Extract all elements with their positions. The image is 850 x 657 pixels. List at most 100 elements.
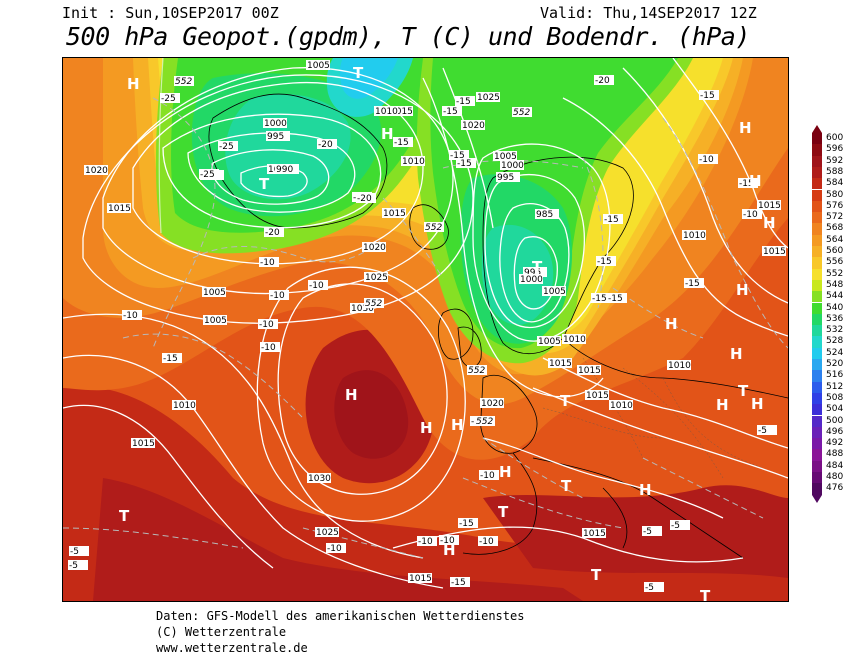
- legend-swatch: [812, 483, 822, 495]
- legend-entry: 492: [812, 438, 850, 450]
- svg-text:-10: -10: [309, 281, 324, 291]
- svg-text:-10: -10: [699, 155, 714, 165]
- svg-text:1025: 1025: [477, 93, 500, 103]
- isobar-label: 1010: [667, 360, 691, 371]
- svg-text:-15: -15: [685, 279, 700, 289]
- geopotential-labels: 552 552 552 552 552 552: [174, 76, 532, 427]
- legend-swatch: [812, 155, 822, 167]
- svg-text:-5: -5: [643, 527, 652, 537]
- isotherm-label: -5: [68, 560, 88, 571]
- svg-text:1010: 1010: [402, 157, 425, 167]
- svg-text:1005: 1005: [203, 288, 226, 298]
- svg-text:1015: 1015: [578, 366, 601, 376]
- legend-value: 488: [826, 449, 844, 460]
- legend-value: 508: [826, 392, 844, 403]
- legend-top-arrow: [812, 125, 822, 133]
- svg-text:-15: -15: [443, 107, 458, 117]
- legend-entry: 556: [812, 257, 850, 269]
- svg-text:1000: 1000: [520, 275, 543, 285]
- legend-swatch: [812, 302, 822, 314]
- legend-entry: 480: [812, 472, 850, 484]
- legend-value: 588: [826, 166, 844, 177]
- high-pressure-center: H: [730, 345, 743, 363]
- legend-entry: 544: [812, 291, 850, 303]
- high-pressure-center: H: [451, 416, 464, 434]
- legend-value: 504: [826, 404, 844, 415]
- svg-text:-10: -10: [327, 544, 342, 554]
- isotherm-label: -5: [644, 582, 664, 593]
- legend-swatch: [812, 370, 822, 382]
- init-time: Init : Sun,10SEP2017 00Z: [62, 4, 279, 22]
- svg-text:-5: -5: [645, 583, 654, 593]
- isobar-label: 995: [523, 267, 547, 278]
- isobar-label: 1010: [609, 400, 633, 411]
- low-pressure-center: T: [119, 507, 130, 525]
- low-pressure-center: T: [353, 64, 364, 82]
- isotherm-label: -10: [479, 470, 499, 481]
- legend-swatch: [812, 268, 822, 280]
- isotherm-label: -10: [308, 280, 328, 291]
- isobar-label: 1015: [548, 358, 572, 369]
- legend-swatch: [812, 200, 822, 213]
- isotherm-label: -5: [757, 425, 777, 436]
- legend-value: 560: [826, 246, 844, 256]
- low-pressure-center: T: [738, 382, 749, 400]
- isobar-label: 1015: [757, 200, 781, 211]
- isobar-label: 1015: [382, 208, 406, 219]
- svg-text:-10: -10: [440, 536, 455, 546]
- isotherm-label: -15: [456, 158, 476, 169]
- isotherm-label: -5: [69, 546, 89, 557]
- legend-value: 580: [826, 189, 844, 200]
- svg-text:552: 552: [175, 77, 192, 87]
- legend-entry: 540: [812, 302, 850, 314]
- isotherm-label: -15: [596, 256, 616, 267]
- svg-text:1010: 1010: [375, 107, 398, 117]
- svg-text:-15: -15: [459, 519, 474, 529]
- legend-swatch: [812, 404, 822, 416]
- svg-text:995: 995: [497, 173, 514, 183]
- isobar-label: 1015: [577, 365, 601, 376]
- isotherm-label: -15: [699, 90, 719, 101]
- isotherm-label: -15: [450, 577, 470, 588]
- high-pressure-center: H: [751, 395, 764, 413]
- isobar-label: 1015: [585, 390, 609, 401]
- isotherm-label: -10: [269, 290, 289, 301]
- legend-value: 536: [826, 313, 844, 324]
- svg-text:-10: -10: [270, 291, 285, 301]
- legend-swatch: [812, 189, 822, 201]
- svg-text:-5: -5: [758, 426, 767, 436]
- svg-text:1025: 1025: [365, 273, 388, 283]
- isobar-label: 1010: [682, 230, 706, 241]
- svg-text:-10: -10: [260, 258, 275, 268]
- legend-swatch: [812, 325, 822, 337]
- svg-text:1005: 1005: [307, 61, 330, 71]
- low-pressure-center: T: [700, 587, 711, 601]
- isobar-label: 1015: [389, 106, 413, 117]
- isobar-label: 985: [535, 209, 559, 220]
- legend-value: 544: [826, 291, 844, 302]
- legend-swatch: [812, 178, 822, 190]
- low-pressure-center: T: [561, 477, 572, 495]
- legend-entry: 496: [812, 426, 850, 439]
- svg-text:1005: 1005: [538, 337, 561, 347]
- legend-swatch: [812, 415, 822, 427]
- legend-value: 564: [826, 234, 844, 245]
- svg-text:1005: 1005: [494, 152, 517, 162]
- svg-text:-15: -15: [451, 578, 466, 588]
- legend-entry: 576: [812, 200, 850, 213]
- isobar-label: 1020: [480, 398, 504, 409]
- isotherm-label: -10: [122, 310, 142, 321]
- legend-value: 476: [826, 483, 844, 494]
- footer-copyright: (C) Wetterzentrale: [156, 625, 287, 639]
- legend-value: 600: [826, 133, 844, 143]
- legend-entry: 476: [812, 483, 850, 495]
- geopotential-label: 552: [174, 76, 194, 87]
- isotherm-label: -25: [160, 93, 180, 104]
- legend-value: 572: [826, 212, 844, 223]
- isotherm-label: -20: [264, 227, 284, 238]
- legend-entry: 528: [812, 336, 850, 348]
- isobar-label: 1010: [401, 156, 425, 167]
- isobar-label: 1015: [107, 203, 131, 214]
- legend-swatch: [812, 223, 822, 235]
- geopotential-label: 552: [475, 416, 495, 427]
